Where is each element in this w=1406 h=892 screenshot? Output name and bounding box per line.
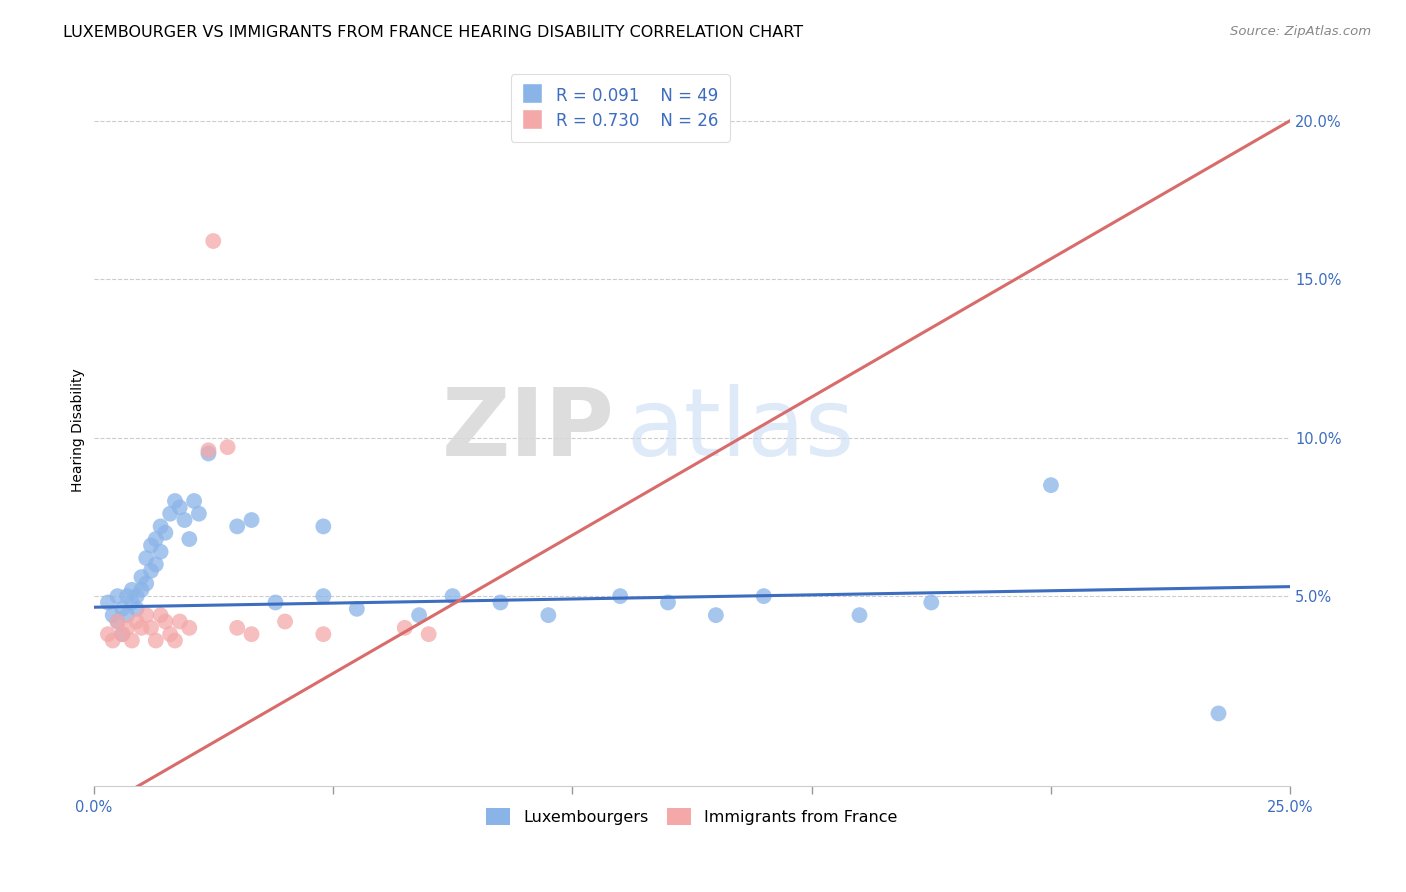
Text: LUXEMBOURGER VS IMMIGRANTS FROM FRANCE HEARING DISABILITY CORRELATION CHART: LUXEMBOURGER VS IMMIGRANTS FROM FRANCE H… [63,25,803,40]
Point [125,602,148,616]
Point [97,627,120,641]
Point [312,589,335,603]
Point [159,507,181,521]
Point [121,595,143,609]
Point [115,608,138,623]
Point [217,440,239,454]
Point [489,595,512,609]
Point [135,576,157,591]
Point [97,595,120,609]
Point [149,519,172,533]
Point [145,633,167,648]
Point [163,494,186,508]
Point [226,621,249,635]
Point [107,615,129,629]
Point [139,538,162,552]
Point [111,627,134,641]
Point [179,532,201,546]
Point [135,608,157,623]
Point [240,627,263,641]
Point [197,446,219,460]
Point [394,621,416,635]
Y-axis label: Hearing Disability: Hearing Disability [72,368,86,491]
Point [101,633,124,648]
Point [155,525,177,540]
Point [115,589,138,603]
Point [101,608,124,623]
Point [131,582,153,597]
Point [202,234,225,248]
Point [125,589,148,603]
Point [657,595,679,609]
Point [537,608,560,623]
Point [609,589,631,603]
Point [752,589,775,603]
Point [121,633,143,648]
Point [155,615,177,629]
Point [125,615,148,629]
Point [149,545,172,559]
Point [131,570,153,584]
Point [145,558,167,572]
Point [187,507,209,521]
Point [169,615,191,629]
Point [139,621,162,635]
Point [312,519,335,533]
Text: ZIP: ZIP [441,384,614,475]
Point [111,602,134,616]
Point [163,633,186,648]
Point [346,602,368,616]
Point [149,608,172,623]
Point [107,615,129,629]
Point [264,595,287,609]
Point [848,608,870,623]
Point [1208,706,1230,721]
Point [441,589,464,603]
Point [240,513,263,527]
Point [226,519,249,533]
Text: atlas: atlas [626,384,855,475]
Point [183,494,205,508]
Point [107,589,129,603]
Point [131,621,153,635]
Point [121,582,143,597]
Point [173,513,195,527]
Point [197,443,219,458]
Point [159,627,181,641]
Point [179,621,201,635]
Text: Source: ZipAtlas.com: Source: ZipAtlas.com [1230,25,1371,38]
Point [704,608,727,623]
Point [1039,478,1062,492]
Point [418,627,440,641]
Point [145,532,167,546]
Point [312,627,335,641]
Point [135,551,157,566]
Point [139,564,162,578]
Point [408,608,430,623]
Point [115,621,138,635]
Point [274,615,297,629]
Point [169,500,191,515]
Point [920,595,942,609]
Legend: R = 0.091    N = 49, R = 0.730    N = 26: R = 0.091 N = 49, R = 0.730 N = 26 [510,74,730,142]
Point [111,627,134,641]
